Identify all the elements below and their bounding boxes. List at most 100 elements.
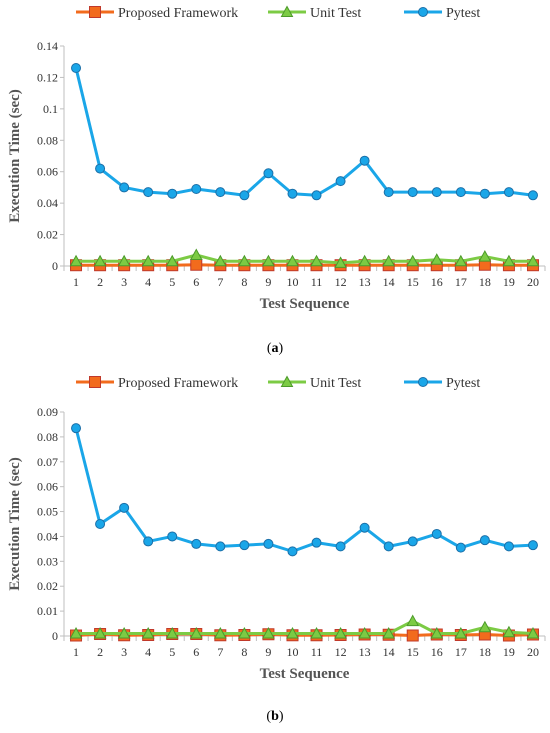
data-point-triangle <box>526 254 540 267</box>
data-point-circle <box>71 63 82 73</box>
data-point-triangle <box>406 254 420 267</box>
x-tick-label: 4 <box>145 645 151 659</box>
data-point-triangle <box>382 254 396 267</box>
series-line-triangle <box>76 619 534 636</box>
data-point-circle <box>263 538 274 549</box>
data-point-circle <box>167 188 178 199</box>
data-point-triangle <box>454 254 468 267</box>
legend-label: Proposed Framework <box>118 6 238 21</box>
x-tick-label: 4 <box>145 275 151 289</box>
x-tick-label: 20 <box>527 275 539 289</box>
data-point-triangle <box>117 254 131 267</box>
data-point-triangle <box>69 626 83 639</box>
data-point-triangle <box>502 254 516 267</box>
x-tick-label: 6 <box>193 645 199 659</box>
data-point-circle <box>431 528 442 539</box>
x-tick-label: 15 <box>407 645 419 659</box>
legend-marker-circle <box>418 377 428 387</box>
x-tick-label: 14 <box>383 645 395 659</box>
data-point-triangle <box>165 626 179 639</box>
data-point-circle <box>359 522 370 533</box>
x-tick-label: 9 <box>265 645 271 659</box>
data-point-circle <box>311 190 322 201</box>
chart-b: Proposed Framework Unit Test Pytest 0 0.01 0.… <box>7 375 546 682</box>
data-point-circle <box>215 187 226 198</box>
x-tick-label: 7 <box>217 275 223 289</box>
data-point-triangle <box>141 254 155 267</box>
x-tick-label: 15 <box>407 275 419 289</box>
data-point-triangle <box>406 614 420 627</box>
y-tick-label: 0 <box>52 629 58 643</box>
data-point-circle <box>479 188 490 199</box>
x-tick-label: 3 <box>121 645 127 659</box>
data-point-circle <box>143 187 154 198</box>
x-tick-label: 13 <box>359 275 371 289</box>
y-tick-label: 0.12 <box>37 70 58 84</box>
x-tick-label: 10 <box>286 645 298 659</box>
series-line-triangle <box>76 253 533 265</box>
x-tick-label: 10 <box>286 275 298 289</box>
data-point-triangle <box>286 254 299 267</box>
legend-label: Unit Test <box>310 6 361 21</box>
data-point-triangle <box>189 248 203 260</box>
data-point-circle <box>359 155 370 166</box>
data-point-circle <box>239 540 250 551</box>
series-triangle <box>69 614 540 639</box>
data-point-circle <box>287 546 298 557</box>
y-axis-title: Execution Time (sec) <box>7 457 23 591</box>
data-point-circle <box>119 182 130 193</box>
data-point-circle <box>503 541 514 552</box>
data-point-circle <box>143 536 154 547</box>
data-point-circle <box>95 163 106 174</box>
y-tick-label: 0.03 <box>37 554 58 568</box>
x-tick-label: 16 <box>431 275 443 289</box>
data-point-triangle <box>454 626 468 639</box>
data-point-circle <box>527 540 538 551</box>
data-point-circle <box>95 519 106 529</box>
data-point-circle <box>287 188 298 199</box>
y-tick-label: 0.06 <box>37 165 58 179</box>
y-tick-label: 0.01 <box>37 604 58 618</box>
series-line-circle <box>74 67 534 197</box>
data-point-triangle <box>382 626 396 639</box>
data-point-triangle <box>93 254 107 267</box>
x-tick-label: 2 <box>97 275 103 289</box>
data-point-triangle <box>213 254 227 267</box>
x-tick-label: 1 <box>73 275 79 289</box>
data-point-circle <box>407 536 418 547</box>
y-tick-label: 0.09 <box>37 405 58 419</box>
data-point-triangle <box>310 626 323 639</box>
data-point-circle <box>119 502 130 513</box>
y-tick-label: 0.04 <box>37 529 58 543</box>
y-tick-label: 0 <box>52 259 58 273</box>
chart-a: Proposed Framework Unit Test Pytest 0 0.02 0.… <box>7 5 546 312</box>
x-tick-label: 8 <box>241 645 247 659</box>
panel-label-a: (a) <box>266 341 284 356</box>
series-circle <box>71 423 538 557</box>
x-tick-label: 13 <box>359 645 371 659</box>
data-point-circle <box>383 187 394 198</box>
data-point-circle <box>191 538 202 549</box>
data-point-circle <box>503 187 514 198</box>
x-tick-label: 5 <box>169 645 175 659</box>
y-tick-label: 0.06 <box>37 480 58 494</box>
data-point-circle <box>215 541 226 552</box>
data-point-square <box>406 629 419 642</box>
data-point-triangle <box>69 254 83 267</box>
x-axis-title: Test Sequence <box>260 666 350 682</box>
data-point-square <box>190 258 203 271</box>
legend-label: Unit Test <box>310 376 361 391</box>
data-point-circle <box>527 190 538 201</box>
x-axis-title: Test Sequence <box>260 296 350 312</box>
x-tick-label: 7 <box>217 645 223 659</box>
data-point-circle <box>335 176 346 187</box>
x-tick-label: 5 <box>169 275 175 289</box>
series-circle <box>71 63 538 201</box>
data-point-triangle <box>238 626 251 639</box>
x-tick-label: 19 <box>503 645 515 659</box>
chart-panel-b: Proposed Framework Unit Test Pytest 0 0.01 0.… <box>0 366 550 733</box>
x-tick-label: 6 <box>193 275 199 289</box>
data-point-triangle <box>189 626 203 639</box>
data-point-circle <box>455 542 466 553</box>
x-tick-label: 17 <box>455 275 467 289</box>
